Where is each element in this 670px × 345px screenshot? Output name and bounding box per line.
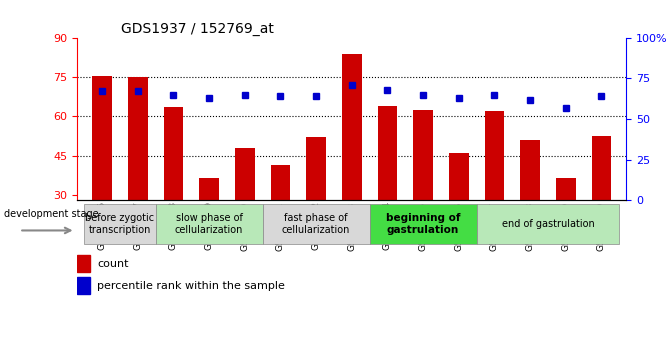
Bar bbox=[271, 165, 290, 273]
Bar bbox=[476, 204, 619, 244]
Bar bbox=[592, 136, 611, 273]
Bar bbox=[370, 204, 476, 244]
Bar bbox=[342, 53, 362, 273]
Bar bbox=[235, 148, 255, 273]
Text: GDS1937 / 152769_at: GDS1937 / 152769_at bbox=[121, 21, 274, 36]
Bar bbox=[77, 277, 90, 295]
Text: development stage: development stage bbox=[4, 209, 98, 219]
Bar bbox=[128, 77, 147, 273]
Bar bbox=[77, 255, 90, 272]
Bar bbox=[92, 76, 112, 273]
Bar bbox=[263, 204, 370, 244]
Text: percentile rank within the sample: percentile rank within the sample bbox=[97, 281, 285, 291]
Bar bbox=[155, 204, 263, 244]
Bar bbox=[521, 140, 540, 273]
Text: fast phase of
cellularization: fast phase of cellularization bbox=[282, 214, 350, 235]
Bar bbox=[163, 107, 183, 273]
Bar bbox=[484, 111, 505, 273]
Bar bbox=[378, 106, 397, 273]
Text: beginning of
gastrulation: beginning of gastrulation bbox=[386, 214, 460, 235]
Text: before zygotic
transcription: before zygotic transcription bbox=[85, 214, 154, 235]
Text: slow phase of
cellularization: slow phase of cellularization bbox=[175, 214, 243, 235]
Bar bbox=[449, 153, 468, 273]
Bar bbox=[306, 137, 326, 273]
Text: count: count bbox=[97, 258, 129, 268]
Bar bbox=[413, 110, 433, 273]
Text: end of gastrulation: end of gastrulation bbox=[502, 219, 594, 229]
Bar bbox=[199, 178, 219, 273]
Bar bbox=[84, 204, 155, 244]
Bar bbox=[556, 178, 576, 273]
